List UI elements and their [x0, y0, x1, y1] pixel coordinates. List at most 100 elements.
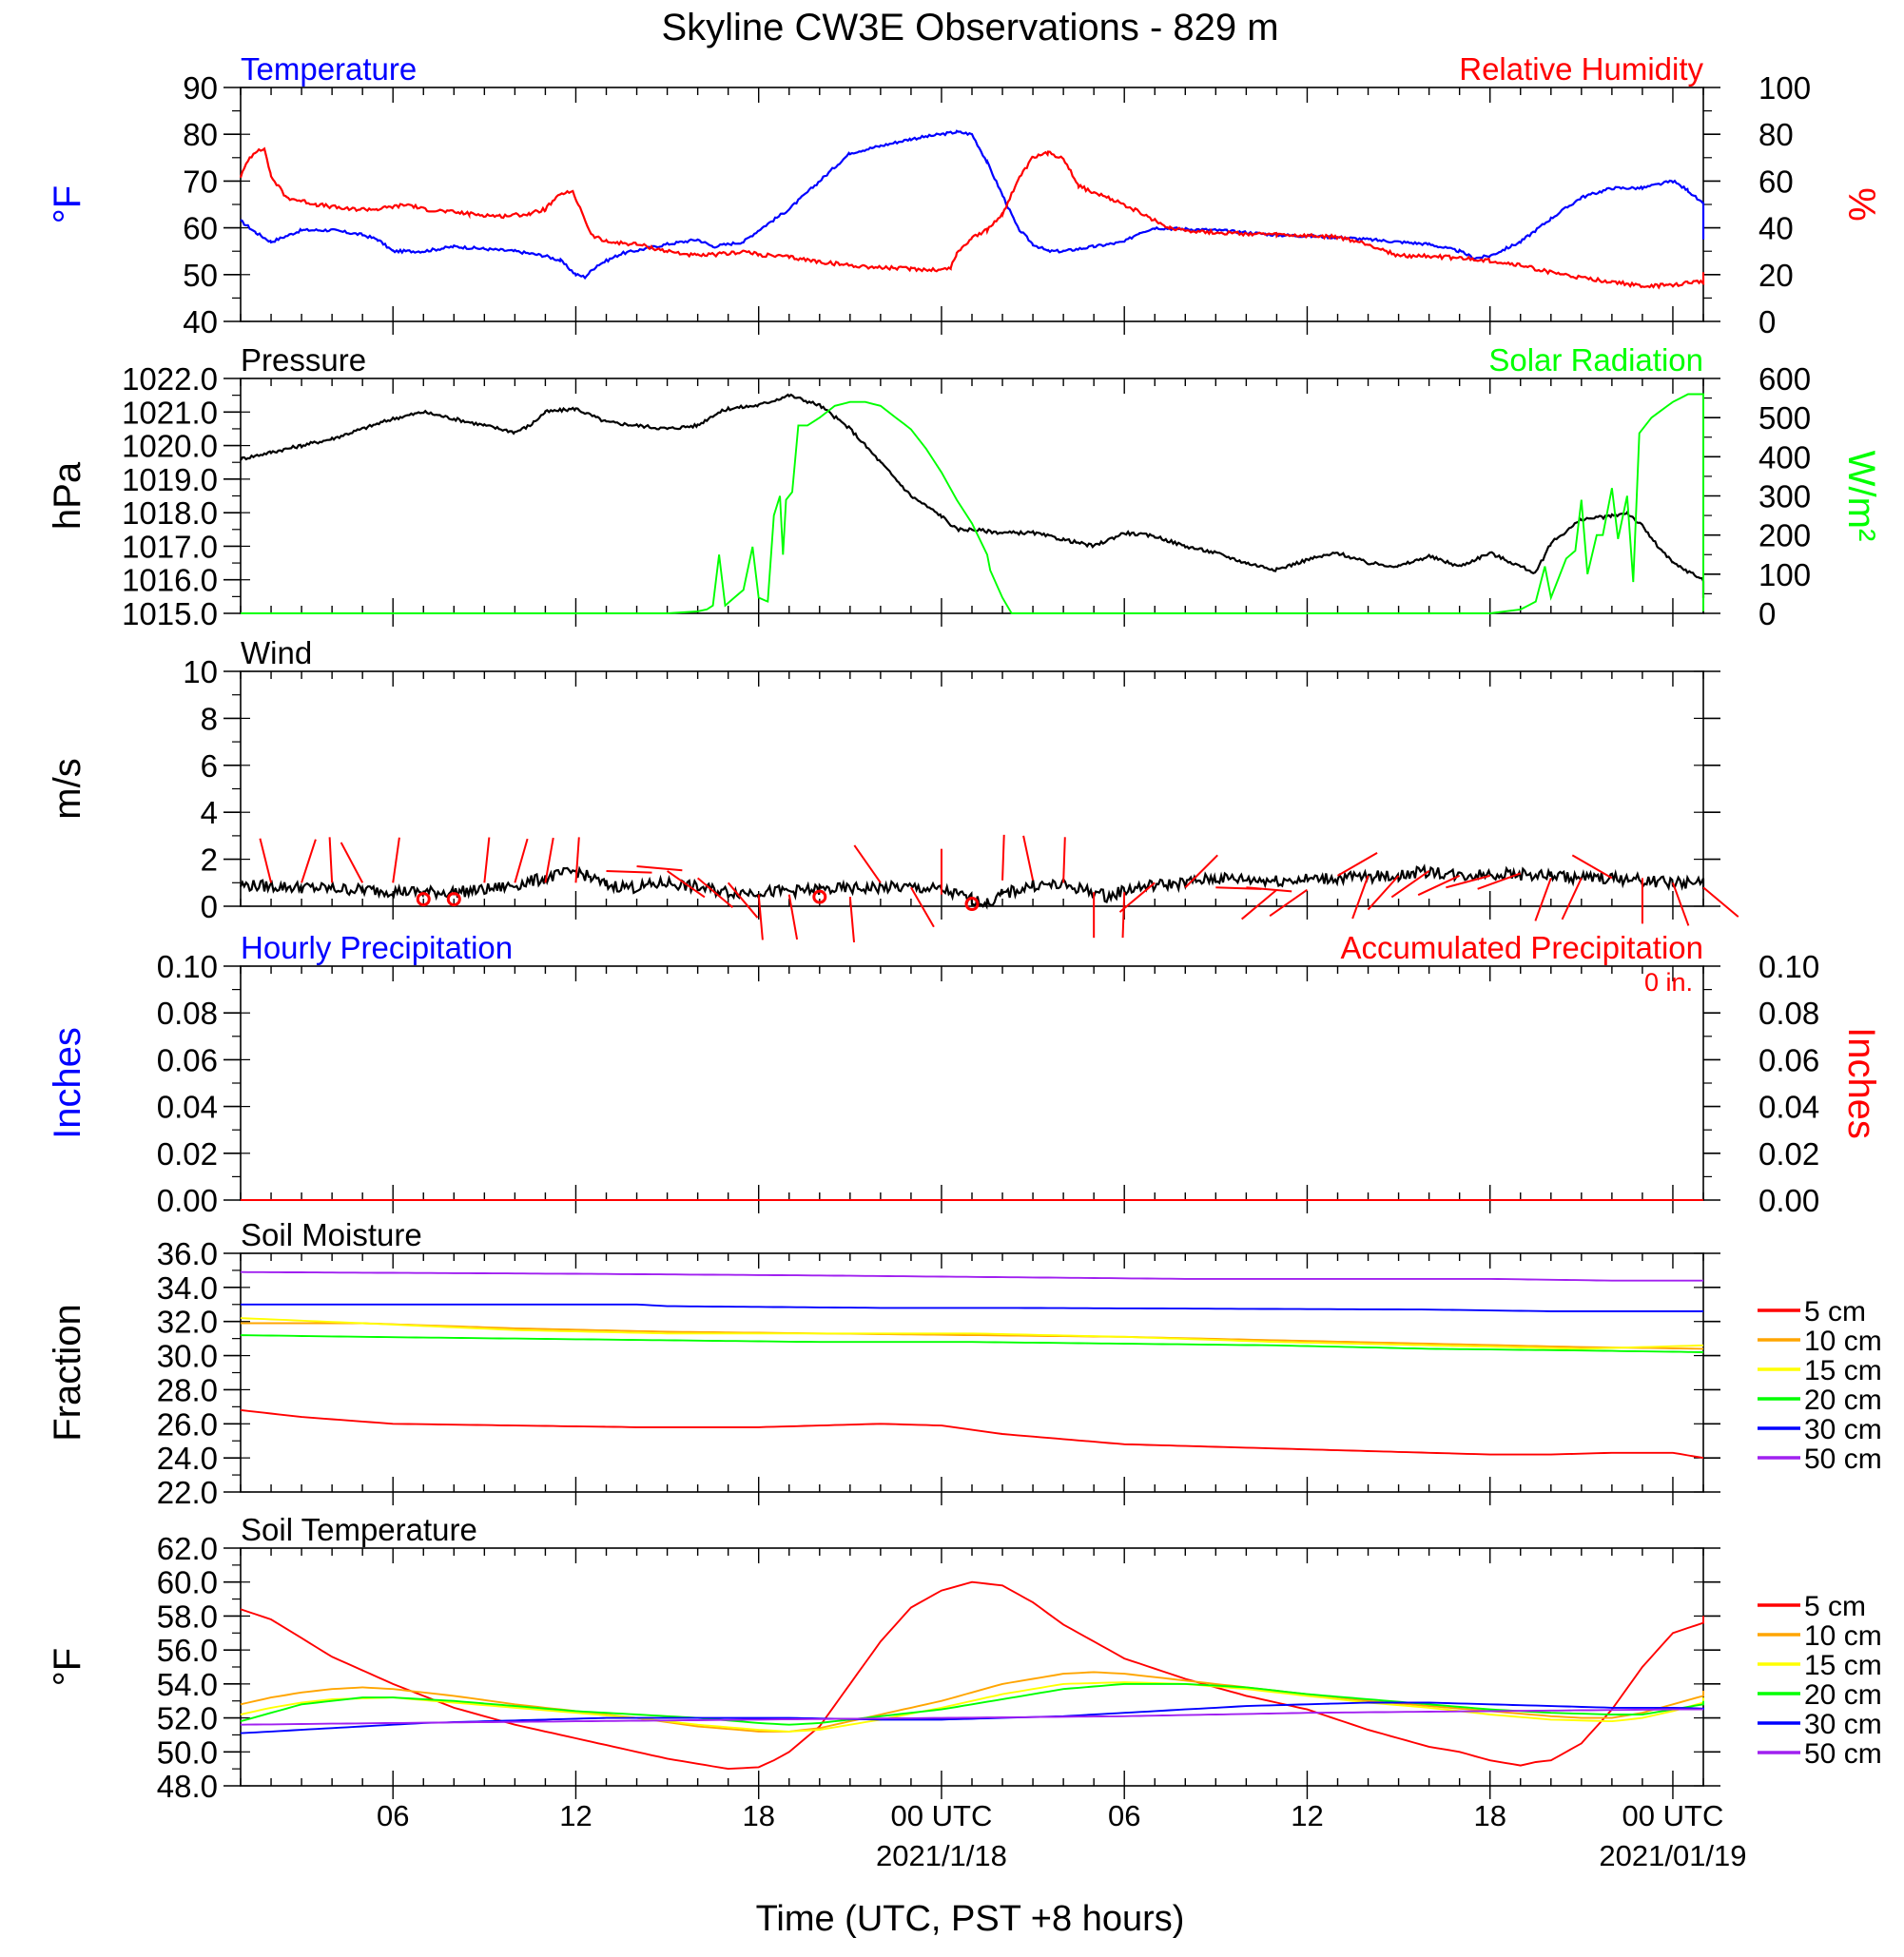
- x-tick-label: 12: [559, 1799, 592, 1832]
- x-tick-label: 00 UTC: [891, 1799, 993, 1832]
- wind-barb: [1534, 878, 1552, 921]
- panel-title-left: Soil Moisture: [241, 1217, 422, 1252]
- wind-barb: [1672, 882, 1690, 926]
- y-right-tick-label: 20: [1758, 258, 1794, 293]
- legend-label: 5 cm: [1804, 1591, 1866, 1622]
- y-left-tick-label: 56.0: [157, 1633, 218, 1668]
- panel-wind: 0 2 4 6 8 10 Wind m/s: [47, 635, 1739, 943]
- y-right-axis-label: Inches: [1840, 1027, 1882, 1139]
- panel-title-right: Accumulated Precipitation: [1340, 930, 1703, 965]
- y-left-tick-label: 1015.0: [122, 596, 218, 631]
- y-right-tick-label: 60: [1758, 164, 1794, 199]
- y-left-tick-label: 0.06: [157, 1042, 218, 1077]
- y-left-tick-label: 0.02: [157, 1136, 218, 1172]
- series-line-10-cm: [241, 1322, 1704, 1350]
- wind-barb: [1269, 888, 1309, 918]
- series-line-20-cm: [240, 1682, 1704, 1726]
- x-tick-label: 18: [742, 1799, 774, 1832]
- y-left-tick-label: 28.0: [157, 1372, 218, 1407]
- y-left-tick-label: 36.0: [157, 1236, 218, 1271]
- series-line-20-cm: [240, 1334, 1704, 1353]
- x-tick-label: 06: [1108, 1799, 1140, 1832]
- wind-barb: [606, 869, 652, 874]
- legend-label: 15 cm: [1804, 1650, 1882, 1681]
- y-left-tick-label: 1022.0: [122, 361, 218, 397]
- series-line-5-cm: [240, 1580, 1704, 1771]
- calm-wind-marker: [446, 892, 461, 907]
- y-right-axis-label: W/m²: [1840, 451, 1882, 542]
- y-right-tick-label: 40: [1758, 211, 1794, 246]
- x-axis-label: Time (UTC, PST +8 hours): [756, 1899, 1185, 1939]
- y-right-tick-label: 0.00: [1758, 1183, 1819, 1218]
- wind-barb: [544, 837, 554, 883]
- wind-barb: [1446, 874, 1490, 889]
- y-left-tick-label: 58.0: [157, 1599, 218, 1634]
- wind-barb: [727, 882, 759, 919]
- y-left-axis-label: °F: [47, 1648, 88, 1686]
- y-left-axis-label: Inches: [47, 1027, 88, 1139]
- wind-barb: [787, 894, 799, 940]
- wind-barb: [1417, 874, 1461, 897]
- y-left-tick-label: 34.0: [157, 1270, 218, 1306]
- wind-barb: [1118, 882, 1156, 913]
- legend-label: 15 cm: [1804, 1355, 1882, 1386]
- calm-wind-marker: [812, 889, 827, 904]
- x-tick-label: 06: [377, 1799, 409, 1832]
- panel-soil_temp: 48.050.052.054.056.058.060.062.0 Soil Tem…: [47, 1512, 1882, 1804]
- y-left-tick-label: 4: [201, 795, 218, 830]
- panel-pressure_solar: 1015.01016.01017.01018.01019.01020.01021…: [47, 342, 1882, 631]
- panel-soil_moisture: 22.024.026.028.030.032.034.036.0 Soil Moi…: [47, 1217, 1882, 1510]
- wind-barb: [483, 837, 491, 883]
- y-left-tick-label: 1021.0: [122, 395, 218, 430]
- y-left-tick-label: 50.0: [157, 1734, 218, 1770]
- y-left-tick-label: 32.0: [157, 1305, 218, 1340]
- series-line-wind-speed: [239, 863, 1705, 910]
- y-left-tick-label: 80: [183, 117, 218, 152]
- wind-barb: [574, 837, 580, 883]
- y-right-tick-label: 500: [1758, 400, 1811, 436]
- panel-title-left: Wind: [241, 635, 312, 670]
- y-left-axis-label: °F: [47, 185, 88, 223]
- wind-barb: [636, 865, 683, 872]
- y-left-tick-label: 1016.0: [122, 563, 218, 598]
- y-right-tick-label: 200: [1758, 518, 1811, 553]
- y-right-tick-label: 0.02: [1758, 1136, 1819, 1172]
- y-right-tick-label: 300: [1758, 479, 1811, 514]
- wind-barb: [1336, 852, 1378, 877]
- y-left-tick-label: 48.0: [157, 1769, 218, 1804]
- legend-label: 20 cm: [1804, 1679, 1882, 1711]
- y-left-tick-label: 54.0: [157, 1667, 218, 1702]
- series-line-15-cm: [240, 1317, 1704, 1350]
- y-left-tick-label: 26.0: [157, 1406, 218, 1442]
- series-line-solar-radiation: [241, 393, 1704, 614]
- panel-title-left: Pressure: [241, 342, 366, 378]
- y-left-tick-label: 8: [201, 701, 218, 736]
- wind-barb: [1477, 872, 1522, 890]
- y-left-tick-label: 70: [183, 164, 218, 199]
- legend-label: 5 cm: [1804, 1296, 1866, 1327]
- wind-barb: [1246, 886, 1292, 893]
- series-line-relative-humidity: [239, 146, 1705, 290]
- wind-barb: [259, 838, 273, 883]
- y-left-tick-label: 0.04: [157, 1090, 218, 1125]
- wind-barb: [757, 894, 764, 940]
- x-date-label: 2021/01/19: [1599, 1839, 1746, 1872]
- wind-barb: [1001, 834, 1005, 881]
- y-left-tick-label: 50: [183, 258, 218, 293]
- x-tick-label: 18: [1473, 1799, 1506, 1832]
- panel-precip: 0.00 0.02 0.04 0.06 0.08 0.10 0.00 0.02 0.04 0.06…: [47, 930, 1882, 1218]
- legend-label: 30 cm: [1804, 1414, 1882, 1445]
- y-left-tick-label: 1019.0: [122, 462, 218, 497]
- panel-title-left: Hourly Precipitation: [241, 930, 513, 965]
- y-right-tick-label: 0.08: [1758, 996, 1819, 1031]
- wind-barb: [301, 839, 317, 883]
- wind-barb: [667, 870, 706, 899]
- accumulated-total-label: 0 in.: [1644, 968, 1693, 997]
- legend-label: 50 cm: [1804, 1444, 1882, 1475]
- y-right-tick-label: 100: [1758, 70, 1811, 106]
- y-left-tick-label: 40: [183, 304, 218, 339]
- x-date-label: 2021/1/18: [876, 1839, 1007, 1872]
- panel-title-right: Solar Radiation: [1488, 342, 1703, 378]
- y-right-tick-label: 0.04: [1758, 1090, 1819, 1125]
